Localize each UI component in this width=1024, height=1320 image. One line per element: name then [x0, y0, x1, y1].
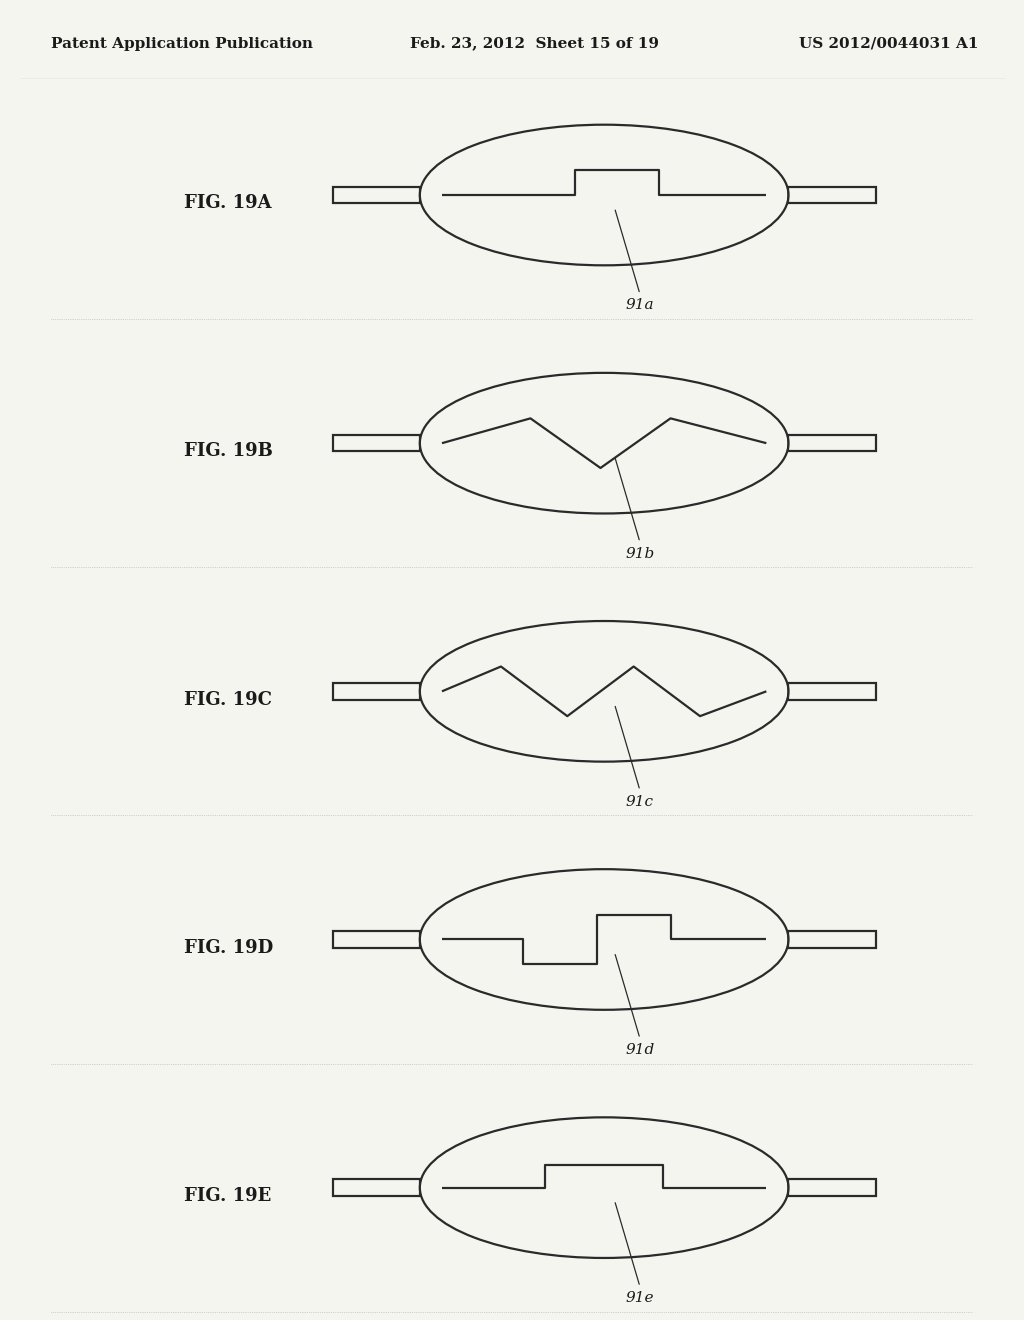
Ellipse shape: [421, 622, 787, 760]
Text: Feb. 23, 2012  Sheet 15 of 19: Feb. 23, 2012 Sheet 15 of 19: [410, 37, 658, 50]
Text: FIG. 19D: FIG. 19D: [184, 939, 273, 957]
Bar: [333, 434, 420, 451]
Text: FIG. 19C: FIG. 19C: [184, 690, 272, 709]
Bar: [788, 186, 876, 203]
Text: US 2012/0044031 A1: US 2012/0044031 A1: [799, 37, 978, 50]
Bar: [333, 931, 420, 948]
Text: FIG. 19E: FIG. 19E: [184, 1187, 271, 1205]
Bar: [333, 186, 420, 203]
Bar: [788, 931, 876, 948]
Text: Patent Application Publication: Patent Application Publication: [51, 37, 313, 50]
Text: FIG. 19A: FIG. 19A: [184, 194, 272, 213]
Bar: [788, 682, 876, 700]
Text: FIG. 19B: FIG. 19B: [184, 442, 273, 461]
Bar: [788, 1179, 876, 1196]
Ellipse shape: [421, 1118, 787, 1257]
Bar: [333, 1179, 420, 1196]
Ellipse shape: [421, 374, 787, 512]
Text: 91a: 91a: [626, 298, 654, 313]
Ellipse shape: [421, 870, 787, 1008]
Bar: [333, 682, 420, 700]
Text: 91d: 91d: [626, 1043, 654, 1057]
Text: 91e: 91e: [626, 1291, 654, 1305]
Text: 91c: 91c: [626, 795, 654, 809]
Bar: [788, 434, 876, 451]
Ellipse shape: [421, 125, 787, 264]
Text: 91b: 91b: [626, 546, 654, 561]
